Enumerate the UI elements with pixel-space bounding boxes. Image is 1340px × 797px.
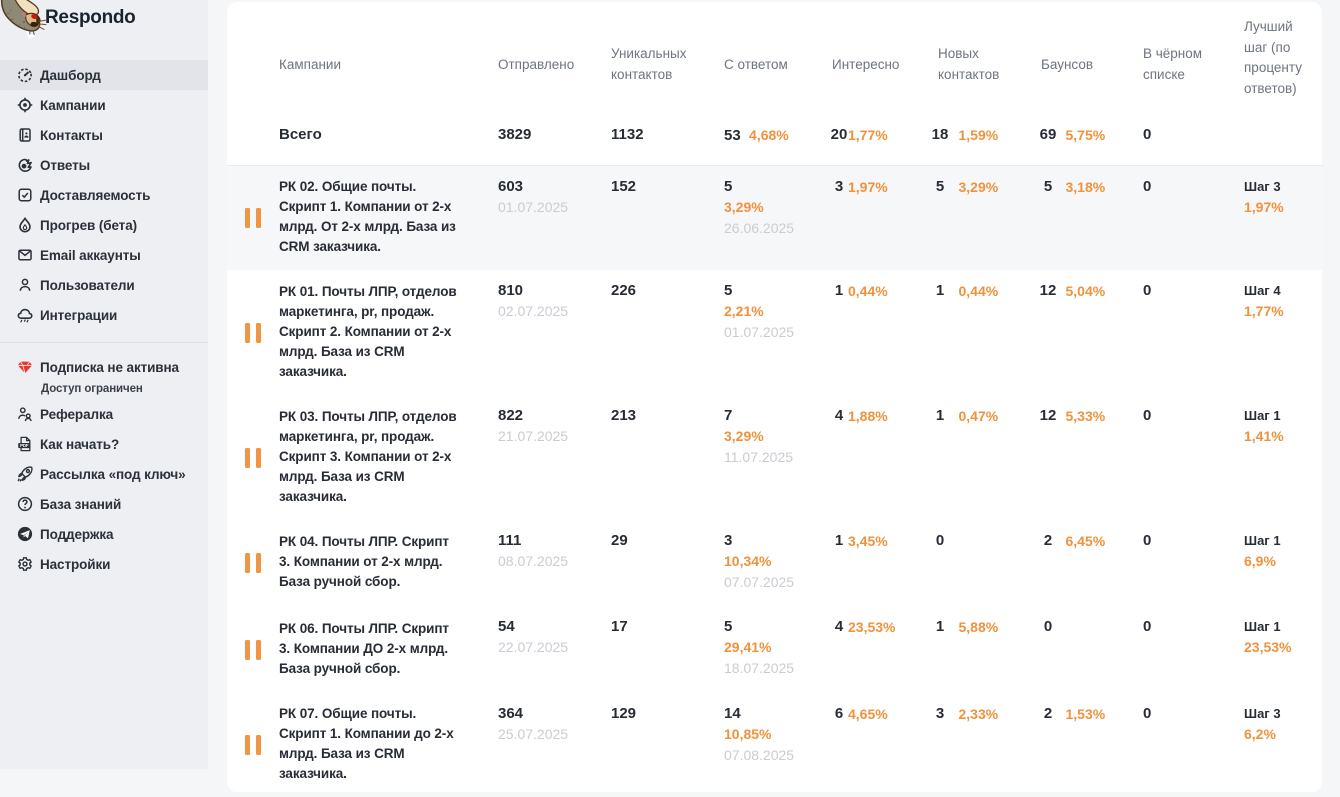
svg-text:PDF: PDF <box>20 443 29 448</box>
